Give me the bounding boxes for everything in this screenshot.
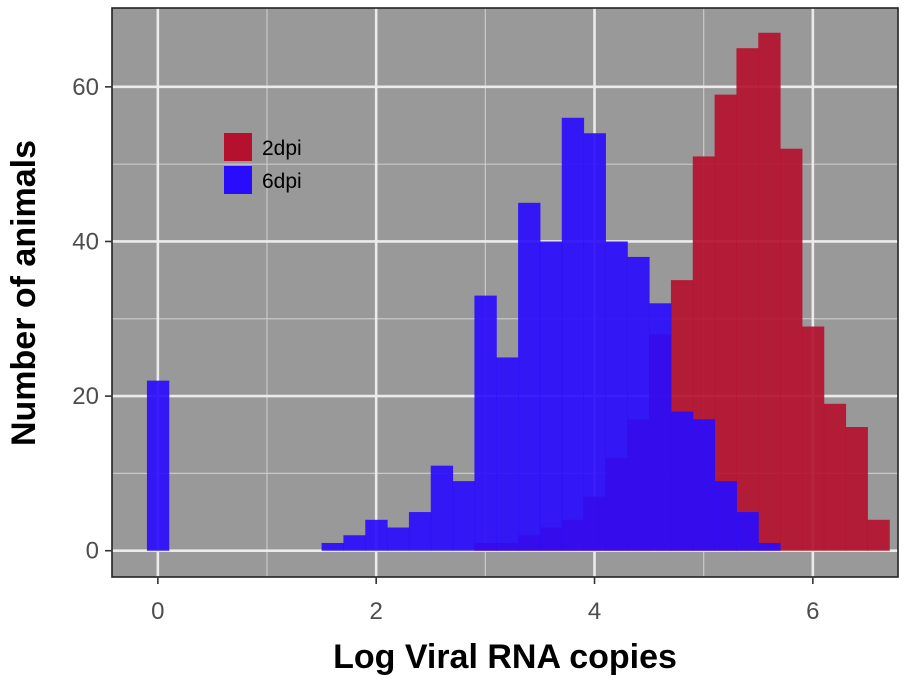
y-tick-label: 60 bbox=[72, 74, 99, 101]
bar-6dpi bbox=[387, 527, 410, 551]
histogram-bars bbox=[146, 32, 890, 551]
bar-6dpi bbox=[321, 542, 344, 551]
bar-6dpi bbox=[408, 512, 432, 551]
y-tick-label: 40 bbox=[72, 228, 99, 255]
bar-6dpi bbox=[496, 357, 519, 551]
bar-6dpi bbox=[430, 465, 454, 551]
legend-item-2dpi: 2dpi bbox=[224, 133, 302, 161]
x-tick-label: 0 bbox=[151, 598, 164, 625]
series-6dpi bbox=[146, 117, 781, 551]
bar-6dpi bbox=[649, 303, 672, 551]
bar-6dpi bbox=[146, 380, 170, 551]
x-tick-label: 4 bbox=[588, 598, 601, 625]
bar-6dpi bbox=[561, 117, 585, 551]
bar-6dpi bbox=[474, 295, 497, 551]
bar-6dpi bbox=[583, 133, 606, 551]
y-tick-label: 20 bbox=[72, 383, 99, 410]
legend-swatch bbox=[224, 133, 252, 161]
x-tick-label: 6 bbox=[806, 598, 819, 625]
x-tick-label: 2 bbox=[370, 598, 383, 625]
bar-6dpi bbox=[452, 481, 475, 551]
bar-6dpi bbox=[714, 481, 737, 551]
y-tick-label: 0 bbox=[86, 538, 99, 565]
bar-2dpi bbox=[780, 148, 803, 551]
legend-swatch bbox=[224, 166, 252, 194]
bar-2dpi bbox=[801, 326, 825, 551]
bar-2dpi bbox=[823, 403, 847, 551]
bar-2dpi bbox=[867, 519, 890, 551]
legend-item-6dpi: 6dpi bbox=[224, 166, 302, 194]
bar-6dpi bbox=[365, 519, 388, 551]
plot-border bbox=[111, 7, 899, 578]
bar-2dpi bbox=[736, 48, 759, 551]
bar-2dpi bbox=[714, 94, 737, 551]
bar-6dpi bbox=[343, 535, 366, 551]
bar-2dpi bbox=[845, 427, 868, 551]
bar-6dpi bbox=[518, 202, 541, 551]
bar-2dpi bbox=[758, 32, 781, 551]
x-axis-title: Log Viral RNA copies bbox=[333, 638, 677, 676]
bar-6dpi bbox=[539, 241, 563, 551]
legend-label: 2dpi bbox=[262, 137, 302, 160]
bar-6dpi bbox=[605, 241, 628, 551]
bar-6dpi bbox=[692, 419, 716, 551]
bar-6dpi bbox=[758, 542, 781, 551]
legend: 2dpi 6dpi bbox=[224, 133, 302, 194]
bar-6dpi bbox=[670, 411, 694, 551]
y-axis-title: Number of animals bbox=[5, 140, 43, 446]
bar-6dpi bbox=[736, 512, 759, 551]
bar-6dpi bbox=[627, 256, 650, 551]
legend-label: 6dpi bbox=[262, 170, 302, 193]
